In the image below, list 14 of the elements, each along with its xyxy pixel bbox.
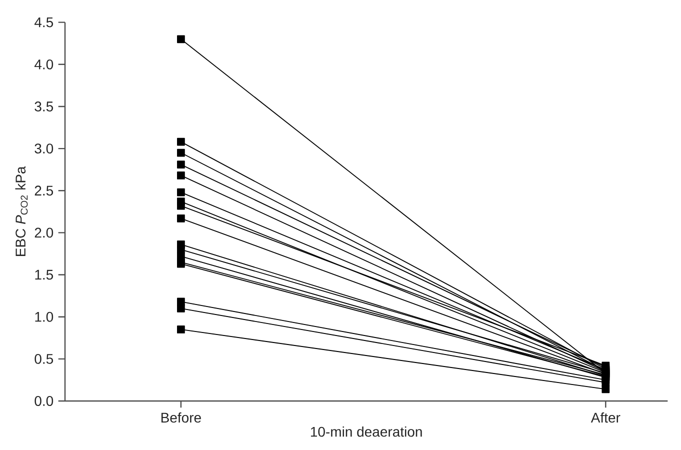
y-axis-title: EBC P$_{CO2}$ kPa — [15, 166, 28, 256]
y-tick-label: 3.5 — [34, 102, 54, 112]
y-tick-label: 3.0 — [34, 144, 54, 154]
x-tick-label: Before — [161, 412, 201, 423]
x-tick-label: After — [590, 412, 620, 423]
y-tick-label: 4.5 — [34, 17, 54, 28]
y-tick-label: 2.0 — [34, 228, 54, 238]
y-tick-label: 4.0 — [34, 59, 54, 70]
y-tick-label: 2.5 — [34, 186, 54, 196]
y-tick-label: 0.5 — [34, 354, 54, 364]
y-tick-label: 1.0 — [35, 312, 54, 322]
y-tick-label: 0.0 — [34, 396, 54, 406]
y-tick-label: 1.5 — [35, 270, 54, 280]
x-axis-title: 10-min deaeration — [310, 426, 422, 437]
